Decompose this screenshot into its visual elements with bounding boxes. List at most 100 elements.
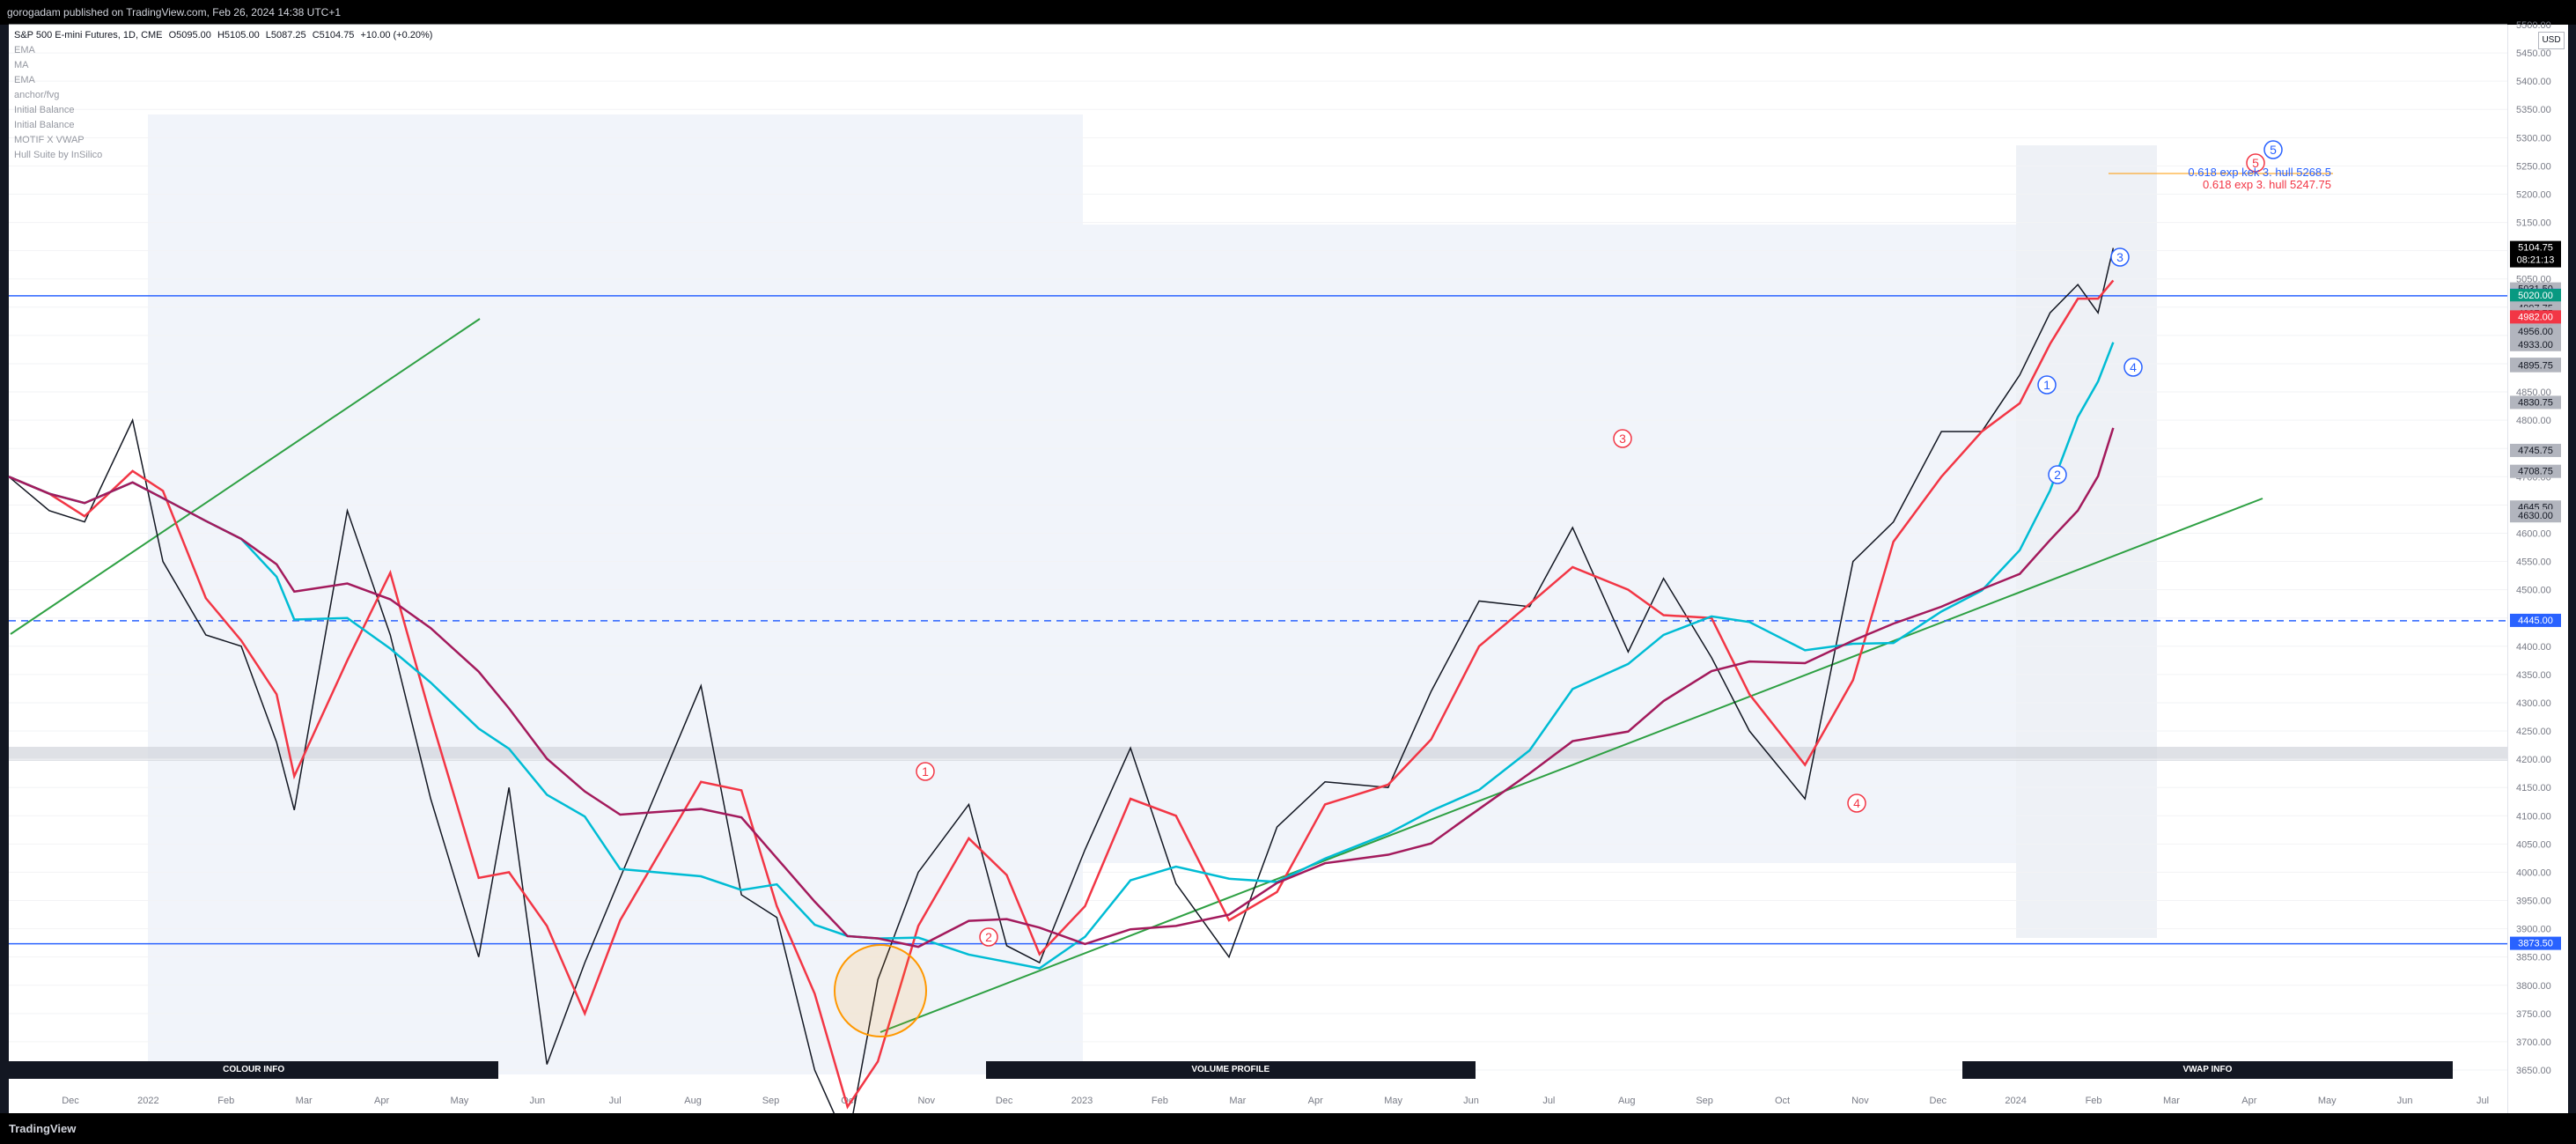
wave-label-circle xyxy=(979,927,998,947)
price-label-bg xyxy=(2510,464,2561,478)
ma-line xyxy=(8,427,2115,948)
x-tick-label: Jun xyxy=(1463,1096,1479,1106)
y-tick-label: 4000.00 xyxy=(2516,867,2551,878)
x-tick-label: Jun xyxy=(529,1096,545,1106)
wave-label: 2 xyxy=(2054,468,2061,482)
y-tick-label: 4400.00 xyxy=(2516,642,2551,653)
x-tick-label: Feb xyxy=(1152,1096,1168,1106)
y-tick-label: 5250.00 xyxy=(2516,161,2551,172)
price-label: 4830.75 xyxy=(2518,397,2553,408)
shaded-region xyxy=(1083,225,2016,863)
x-tick-label: Jul xyxy=(609,1096,622,1106)
legend-change: +10.00 (+0.20%) xyxy=(360,30,433,41)
y-tick-label: 5200.00 xyxy=(2516,189,2551,200)
y-tick-label: 3750.00 xyxy=(2516,1009,2551,1020)
wave-label: 1 xyxy=(2043,378,2050,392)
legend-symbol: S&P 500 E-mini Futures, 1D, CME xyxy=(14,30,163,41)
x-tick-label: Jun xyxy=(2397,1096,2413,1106)
legend-high: H5105.00 xyxy=(217,30,260,41)
y-tick-label: 4050.00 xyxy=(2516,839,2551,850)
legend-indicator[interactable]: MOTIF X VWAP xyxy=(14,135,85,145)
x-tick-label: Dec xyxy=(996,1096,1013,1106)
x-tick-label: Apr xyxy=(2241,1096,2256,1106)
y-tick-label: 4600.00 xyxy=(2516,528,2551,539)
tradingview-logo[interactable]: TradingView xyxy=(9,1122,77,1135)
y-tick-label: 4550.00 xyxy=(2516,557,2551,568)
wave-label: 1 xyxy=(922,764,929,779)
price-label-bg xyxy=(2510,443,2561,457)
legend-indicator[interactable]: Initial Balance xyxy=(14,120,75,130)
price-label-bg xyxy=(2510,395,2561,410)
wave-label-circle xyxy=(1847,793,1866,813)
published-text: gorogadam published on TradingView.com, … xyxy=(7,6,342,18)
x-tick-label: Nov xyxy=(1851,1096,1869,1106)
wave-label-circle xyxy=(916,762,935,781)
legend-indicator[interactable]: MA xyxy=(14,60,29,70)
x-tick-label: Sep xyxy=(762,1096,780,1106)
y-tick-label: 5450.00 xyxy=(2516,48,2551,59)
x-tick-label: Aug xyxy=(684,1096,702,1106)
wave-label: 3 xyxy=(2116,250,2123,264)
wave-label-circle xyxy=(2246,153,2265,173)
published-header: gorogadam published on TradingView.com, … xyxy=(0,0,2576,25)
x-tick-label: Nov xyxy=(917,1096,935,1106)
fib-annotation: 0.618 exp kek 3. hull 5268.5 xyxy=(2188,166,2331,179)
shaded-region xyxy=(2016,145,2157,938)
y-tick-label: 4350.00 xyxy=(2516,670,2551,681)
price-label: 4982.00 xyxy=(2518,312,2553,322)
legend-indicator[interactable]: Hull Suite by InSilico xyxy=(14,150,103,160)
x-tick-label: Sep xyxy=(1696,1096,1713,1106)
y-tick-label: 4850.00 xyxy=(2516,387,2551,398)
price-label-time: 08:21:13 xyxy=(2517,255,2555,266)
y-tick-label: 5150.00 xyxy=(2516,218,2551,229)
x-tick-label: May xyxy=(2318,1096,2337,1106)
price-label: 4895.75 xyxy=(2518,361,2553,372)
price-label-bg xyxy=(2510,325,2561,339)
colour-info-bar[interactable]: COLOUR INFO xyxy=(9,1061,499,1079)
price-label: 3873.50 xyxy=(2518,939,2553,949)
currency-label[interactable]: USD xyxy=(2538,32,2565,49)
wave-label: 5 xyxy=(2252,156,2259,170)
legend-indicator[interactable]: Initial Balance xyxy=(14,105,75,115)
price-label-bg xyxy=(2510,288,2561,302)
price-label: 4933.00 xyxy=(2518,340,2553,351)
price-label: 4630.00 xyxy=(2518,511,2553,521)
price-label: 4956.00 xyxy=(2518,327,2553,337)
wave-label-circle xyxy=(1613,429,1632,448)
x-tick-label: Mar xyxy=(1229,1096,1246,1106)
price-label: 4445.00 xyxy=(2518,616,2553,626)
price-label: 5020.00 xyxy=(2518,291,2553,301)
ema-slow-line xyxy=(8,342,2115,970)
x-tick-label: 2023 xyxy=(1071,1096,1093,1106)
y-tick-label: 3850.00 xyxy=(2516,953,2551,963)
shaded-region xyxy=(148,114,1083,1074)
trend-line xyxy=(10,318,481,635)
legend-close: C5104.75 xyxy=(312,30,355,41)
price-label-bg xyxy=(2510,613,2561,627)
x-tick-label: Feb xyxy=(217,1096,234,1106)
y-tick-label: 4250.00 xyxy=(2516,727,2551,737)
price-label-bg xyxy=(2510,509,2561,523)
y-tick-label: 4150.00 xyxy=(2516,783,2551,793)
x-tick-label: Jul xyxy=(2477,1096,2489,1106)
x-tick-label: Mar xyxy=(296,1096,313,1106)
legend-indicator[interactable]: EMA xyxy=(14,75,35,85)
y-tick-label: 4300.00 xyxy=(2516,698,2551,709)
price-scale[interactable]: USD xyxy=(2507,25,2568,1113)
price-label-bg xyxy=(2510,358,2561,373)
x-tick-label: May xyxy=(451,1096,469,1106)
y-tick-label: 3950.00 xyxy=(2516,897,2551,907)
y-tick-label: 4800.00 xyxy=(2516,416,2551,426)
x-tick-label: Mar xyxy=(2163,1096,2180,1106)
y-tick-label: 5300.00 xyxy=(2516,133,2551,144)
legend-indicator[interactable]: anchor/fvg xyxy=(14,90,60,100)
y-tick-label: 5350.00 xyxy=(2516,105,2551,115)
legend-low: L5087.25 xyxy=(265,30,306,41)
chart-legend: S&P 500 E-mini Futures, 1D, CME O5095.00… xyxy=(14,28,432,163)
legend-indicator[interactable]: EMA xyxy=(14,45,35,55)
y-tick-label: 3800.00 xyxy=(2516,981,2551,992)
volume-profile-bar[interactable]: VOLUME PROFILE xyxy=(985,1061,1476,1079)
x-tick-label: Apr xyxy=(374,1096,389,1106)
vwap-info-bar[interactable]: VWAP INFO xyxy=(1962,1061,2453,1079)
